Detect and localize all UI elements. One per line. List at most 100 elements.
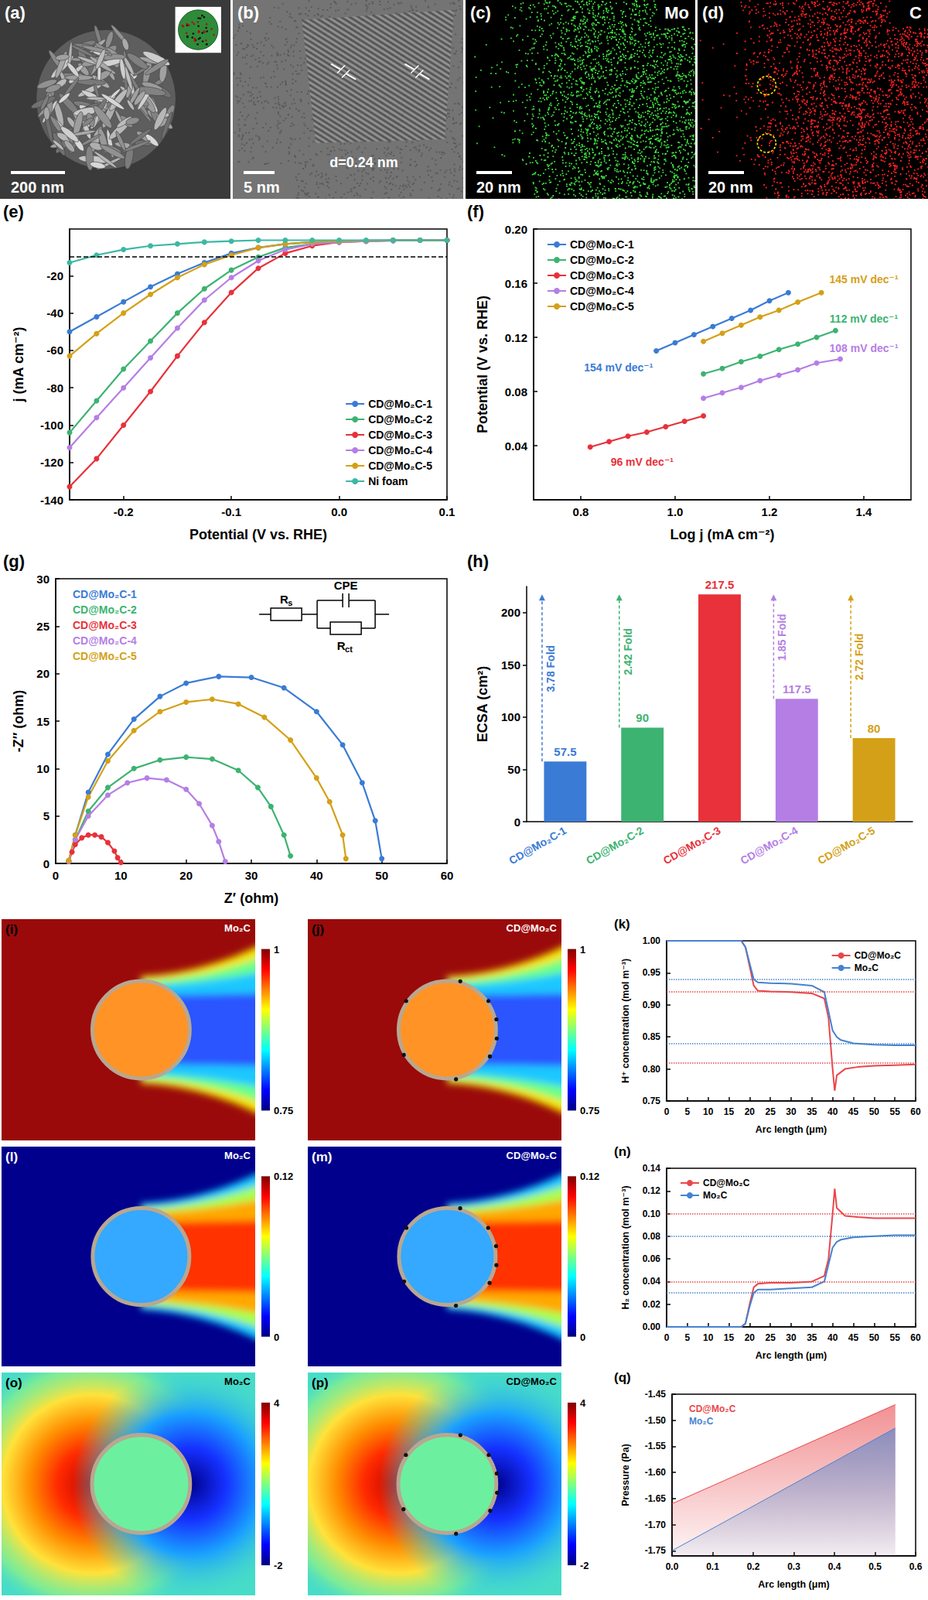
svg-text:35: 35 (806, 1105, 818, 1117)
svg-text:(c): (c) (470, 3, 492, 23)
svg-text:0: 0 (273, 1330, 280, 1343)
svg-text:1.4: 1.4 (856, 504, 874, 519)
svg-text:0.6: 0.6 (909, 1560, 923, 1572)
svg-text:0: 0 (664, 1331, 670, 1343)
svg-text:CPE: CPE (334, 578, 359, 592)
svg-text:-80: -80 (46, 381, 64, 395)
svg-text:-120: -120 (40, 455, 64, 469)
svg-text:0.5: 0.5 (868, 1560, 882, 1572)
svg-text:15: 15 (723, 1331, 735, 1343)
svg-text:217.5: 217.5 (705, 577, 735, 591)
svg-text:CD@Mo₂C: CD@Mo₂C (702, 1177, 751, 1188)
svg-text:5: 5 (684, 1105, 690, 1117)
svg-text:CD@Mo₂C-4: CD@Mo₂C-4 (368, 443, 433, 457)
svg-text:40: 40 (827, 1105, 839, 1117)
svg-text:Mo₂C: Mo₂C (224, 1374, 252, 1387)
svg-text:0.14: 0.14 (642, 1162, 662, 1174)
svg-text:(b): (b) (237, 3, 260, 23)
svg-text:-2: -2 (580, 1559, 590, 1571)
svg-text:-20: -20 (46, 269, 64, 283)
svg-text:Potential (V vs. RHE): Potential (V vs. RHE) (189, 526, 328, 543)
svg-text:Pressure (Pa): Pressure (Pa) (620, 1443, 632, 1506)
svg-text:(o): (o) (5, 1374, 23, 1390)
svg-text:-1.75: -1.75 (644, 1544, 667, 1556)
svg-text:20: 20 (744, 1331, 756, 1343)
svg-text:30: 30 (785, 1331, 797, 1343)
svg-text:1.00: 1.00 (642, 934, 662, 946)
svg-text:-1.45: -1.45 (644, 1388, 667, 1399)
svg-text:0.20: 0.20 (504, 222, 528, 236)
svg-text:-60: -60 (46, 343, 64, 357)
svg-text:(a): (a) (4, 3, 26, 23)
svg-text:CD@Mo₂C: CD@Mo₂C (506, 1374, 558, 1387)
svg-text:-1.50: -1.50 (644, 1414, 667, 1426)
svg-text:-1.65: -1.65 (644, 1492, 667, 1504)
svg-text:25: 25 (764, 1105, 776, 1117)
svg-text:0.75: 0.75 (273, 1104, 294, 1116)
svg-text:20: 20 (179, 868, 193, 882)
svg-text:d=0.24 nm: d=0.24 nm (329, 154, 399, 171)
svg-text:100: 100 (501, 709, 521, 724)
svg-text:10: 10 (702, 1105, 714, 1117)
svg-text:0.10: 0.10 (642, 1207, 662, 1219)
svg-text:Arc length (μm): Arc length (μm) (755, 1123, 827, 1135)
svg-text:1.2: 1.2 (761, 504, 778, 519)
svg-text:0.90: 0.90 (642, 999, 662, 1010)
svg-text:10: 10 (36, 761, 50, 775)
svg-text:0.85: 0.85 (642, 1030, 662, 1042)
svg-text:Mo: Mo (664, 3, 690, 23)
svg-text:0: 0 (52, 868, 59, 882)
svg-text:CD@Mo₂C-1: CD@Mo₂C-1 (72, 587, 137, 601)
svg-text:(i): (i) (5, 921, 18, 937)
svg-text:0.04: 0.04 (642, 1275, 662, 1287)
svg-text:10: 10 (114, 868, 128, 882)
svg-text:0.80: 0.80 (642, 1063, 662, 1075)
svg-text:0.12: 0.12 (580, 1170, 600, 1182)
svg-text:-Z″ (ohm): -Z″ (ohm) (10, 689, 27, 753)
svg-text:0.75: 0.75 (580, 1104, 600, 1116)
svg-text:0: 0 (514, 815, 521, 829)
svg-text:117.5: 117.5 (782, 682, 812, 696)
svg-text:50: 50 (375, 868, 389, 882)
svg-text:3.78 Fold: 3.78 Fold (544, 644, 557, 693)
svg-text:CD@Mo₂C-4: CD@Mo₂C-4 (738, 823, 801, 867)
svg-text:-1.55: -1.55 (644, 1439, 667, 1451)
svg-text:Log j (mA cm⁻²): Log j (mA cm⁻²) (670, 526, 775, 543)
svg-text:0.16: 0.16 (504, 276, 528, 290)
svg-text:H₂ concentration (mol m⁻³): H₂ concentration (mol m⁻³) (620, 1184, 632, 1309)
svg-text:20: 20 (744, 1105, 756, 1117)
svg-text:CD@Mo₂C-2: CD@Mo₂C-2 (569, 253, 635, 267)
svg-text:10: 10 (702, 1331, 714, 1343)
svg-text:Mo₂C: Mo₂C (702, 1189, 728, 1201)
svg-text:150: 150 (501, 658, 521, 672)
svg-text:CD@Mo₂C-5: CD@Mo₂C-5 (72, 649, 137, 662)
svg-text:-0.2: -0.2 (113, 504, 134, 519)
svg-text:4: 4 (273, 1396, 280, 1409)
svg-text:25: 25 (36, 619, 50, 633)
svg-text:80: 80 (867, 721, 881, 735)
svg-text:-100: -100 (40, 418, 64, 432)
svg-text:60: 60 (910, 1331, 922, 1343)
svg-text:25: 25 (764, 1331, 776, 1343)
svg-text:20 nm: 20 nm (708, 178, 754, 196)
svg-text:5 nm: 5 nm (243, 178, 280, 196)
svg-text:j (mA cm⁻²): j (mA cm⁻²) (10, 327, 27, 403)
svg-text:(d): (d) (702, 3, 724, 23)
svg-text:CD@Mo₂C-4: CD@Mo₂C-4 (72, 634, 137, 647)
svg-text:145 mV dec⁻¹: 145 mV dec⁻¹ (829, 272, 898, 286)
svg-text:30: 30 (245, 868, 259, 882)
svg-text:108 mV dec⁻¹: 108 mV dec⁻¹ (829, 341, 898, 355)
svg-text:-140: -140 (40, 493, 64, 507)
svg-text:Arc length (μm): Arc length (μm) (755, 1349, 827, 1361)
svg-text:CD@Mo₂C-5: CD@Mo₂C-5 (569, 300, 635, 313)
svg-text:60: 60 (910, 1105, 922, 1117)
svg-text:0: 0 (664, 1105, 670, 1117)
svg-text:55: 55 (889, 1105, 901, 1117)
svg-text:CD@Mo₂C: CD@Mo₂C (506, 1149, 558, 1161)
svg-text:96 mV dec⁻¹: 96 mV dec⁻¹ (610, 455, 675, 468)
svg-text:45: 45 (848, 1105, 860, 1117)
svg-text:0.04: 0.04 (504, 439, 529, 453)
svg-text:0.0: 0.0 (330, 504, 348, 519)
svg-text:0: 0 (43, 856, 50, 870)
svg-text:0: 0 (580, 1330, 586, 1343)
